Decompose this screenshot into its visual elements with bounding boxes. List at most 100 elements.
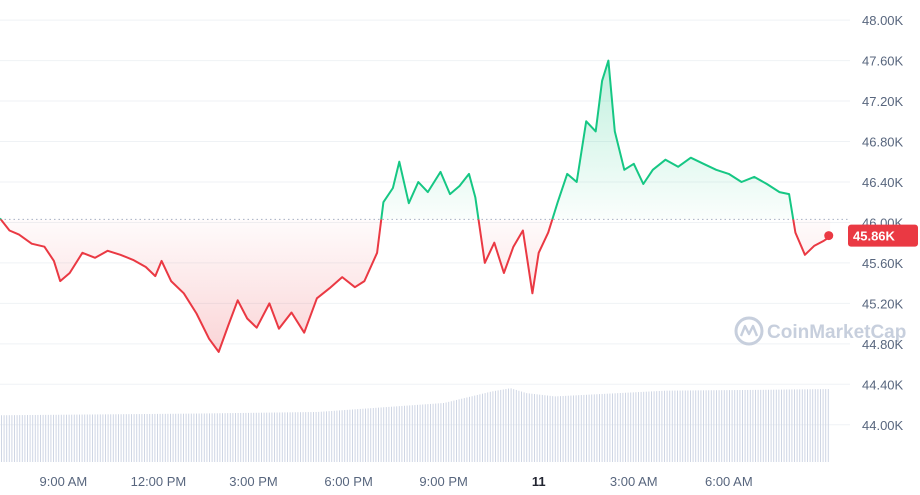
volume-bar — [216, 413, 218, 462]
volume-bar — [66, 414, 67, 462]
volume-bar — [567, 395, 569, 462]
volume-bar — [749, 389, 751, 462]
volume-bar — [14, 415, 15, 462]
volume-bar — [630, 392, 632, 462]
volume-bar — [554, 396, 556, 462]
volume-bar — [443, 403, 444, 462]
volume-bar — [469, 396, 470, 462]
volume-bar — [294, 412, 296, 462]
volume-bar — [110, 414, 112, 462]
y-tick-label: 47.60K — [862, 54, 904, 69]
volume-bar — [372, 408, 374, 462]
volume-bar — [209, 413, 210, 462]
volume-bar — [461, 398, 463, 462]
volume-bar — [79, 414, 80, 462]
volume-bar — [690, 390, 691, 462]
volume-bar — [666, 390, 668, 462]
volume-bar — [801, 389, 803, 462]
volume-bar — [817, 389, 819, 462]
volume-bar — [658, 391, 660, 462]
volume-bar — [677, 390, 678, 462]
volume-bar — [492, 391, 494, 462]
volume-bar — [539, 394, 541, 462]
volume-bar — [705, 390, 707, 462]
y-tick-label: 44.40K — [862, 377, 904, 392]
volume-bar — [71, 414, 73, 462]
volume-bar — [448, 401, 450, 462]
volume-bar — [526, 393, 528, 462]
volume-bar — [159, 413, 161, 462]
volume-bar — [573, 395, 574, 462]
volume-bar — [281, 412, 283, 462]
volume-bar — [359, 408, 361, 462]
volume-bar — [541, 394, 543, 462]
volume-bar — [131, 414, 132, 462]
volume-bar — [474, 395, 476, 462]
volume-bar — [653, 391, 655, 462]
volume-bar — [380, 407, 382, 462]
volume-bar — [807, 389, 808, 462]
current-price-dot[interactable] — [824, 231, 834, 241]
volume-bar — [552, 396, 554, 462]
volume-bar — [757, 389, 759, 462]
volume-bar — [435, 403, 437, 462]
volume-bar — [651, 391, 652, 462]
volume-bar — [502, 389, 504, 462]
volume-bar — [547, 395, 548, 462]
volume-bar — [645, 391, 647, 462]
volume-bar — [770, 389, 772, 462]
volume-bar — [232, 413, 234, 462]
volume-bar — [118, 414, 119, 462]
volume-bar — [326, 411, 327, 462]
volume-bar — [414, 405, 416, 462]
volume-bar — [508, 388, 509, 462]
volume-bar — [105, 414, 106, 462]
volume-bar — [723, 390, 725, 462]
volume-bar — [466, 397, 468, 462]
volume-bar — [354, 409, 356, 462]
volume-bar — [489, 391, 491, 462]
volume-bar — [700, 390, 702, 462]
volume-bar — [612, 393, 613, 462]
volume-bar — [310, 412, 312, 462]
volume-bar — [583, 394, 585, 462]
volume-bar — [619, 393, 621, 462]
volume-bar — [505, 389, 507, 462]
volume-bar — [224, 413, 226, 462]
volume-bar — [211, 413, 213, 462]
volume-bar — [786, 389, 788, 462]
volume-bar — [393, 406, 395, 462]
volume-bar — [378, 407, 379, 462]
volume-bar — [367, 408, 369, 462]
volume-bar — [125, 414, 127, 462]
volume-bar — [471, 396, 473, 462]
volume-bar — [814, 389, 816, 462]
volume-bar — [404, 405, 405, 462]
volume-bar — [419, 404, 421, 462]
volume-bar — [544, 395, 546, 462]
volume-bar — [794, 389, 795, 462]
volume-bar — [453, 400, 455, 462]
volume-bar — [318, 411, 320, 462]
volume-bar — [141, 414, 143, 462]
volume-bar — [739, 390, 741, 462]
y-tick-label: 46.80K — [862, 135, 904, 150]
volume-bar — [396, 406, 398, 462]
volume-bar — [825, 389, 827, 462]
volume-bar — [768, 389, 769, 462]
volume-bar — [697, 390, 699, 462]
volume-bar — [788, 389, 790, 462]
volume-bar — [123, 414, 125, 462]
volume-bar — [437, 403, 439, 462]
volume-bar — [575, 395, 577, 462]
volume-bar — [593, 394, 595, 462]
volume-bar — [175, 413, 177, 462]
price-line-below-baseline — [0, 219, 831, 353]
volume-bar — [458, 399, 460, 462]
volume-bar — [640, 391, 642, 462]
volume-bar — [305, 412, 307, 462]
volume-bar — [604, 393, 606, 462]
volume-bar — [398, 406, 400, 462]
volume-bar — [734, 390, 736, 462]
